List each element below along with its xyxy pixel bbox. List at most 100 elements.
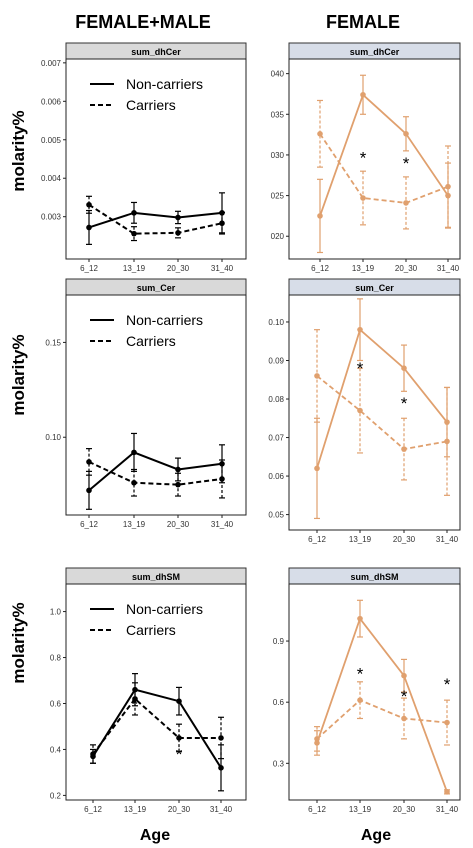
- significance-star-3-1: *: [401, 394, 408, 413]
- xtick-label-3-2: 20_30: [393, 535, 416, 544]
- ytick-label-4-2: 0.6: [50, 699, 62, 708]
- xtick-label-1-3: 31_40: [437, 264, 460, 273]
- xtick-label-0-3: 31_40: [211, 264, 234, 273]
- ytick-label-4-1: 0.4: [50, 745, 62, 754]
- point-3-1-0: [314, 373, 320, 379]
- strip-label-3: sum_Cer: [355, 283, 394, 293]
- xtick-label-1-1: 13_19: [352, 264, 375, 273]
- point-4-1-0: [90, 751, 96, 757]
- ytick-label-0-4: 0.007: [41, 59, 62, 68]
- point-2-0-2: [175, 466, 181, 473]
- ytick-label-5-1: 0.6: [273, 698, 285, 707]
- point-1-0-0: [317, 213, 323, 219]
- panel-1: sum_dhCer 020 025 030 035 040 6_12 13_19 20_30 31…: [271, 42, 461, 273]
- point-1-1-2: [403, 200, 409, 206]
- legend-solid-label-0: Non-carriers: [126, 76, 203, 92]
- point-4-0-3: [218, 765, 224, 771]
- panel-2: sum_Cer 0.10 0.15 6_12 13_19 20_30 31_40 Non-ca…: [45, 278, 247, 529]
- point-5-1-2: [401, 715, 407, 722]
- strip-label-2: sum_Cer: [137, 283, 176, 293]
- point-1-0-1: [360, 91, 366, 98]
- xtick-label-0-1: 13_19: [123, 264, 146, 273]
- xtick-label-2-2: 20_30: [167, 520, 190, 529]
- xtick-label-5-2: 20_30: [393, 805, 416, 814]
- ytick-label-0-0: 0.003: [41, 213, 62, 222]
- xtick-label-1-2: 20_30: [395, 264, 418, 273]
- point-4-1-3: [218, 735, 224, 741]
- xtick-label-5-0: 6_12: [308, 805, 326, 814]
- plot-frame-2: [65, 294, 247, 516]
- ytick-label-1-2: 030: [271, 151, 285, 160]
- header-right: FEMALE: [326, 12, 400, 32]
- point-1-0-2: [403, 130, 409, 137]
- panel-3: sum_Cer 0.05 0.06 0.07 0.08 0.09 0.10 6_12 13_19…: [268, 278, 461, 544]
- point-2-0-3: [219, 460, 225, 467]
- ytick-label-5-2: 0.9: [273, 637, 285, 646]
- point-2-1-2: [175, 481, 181, 488]
- point-0-0-2: [175, 214, 181, 221]
- strip-label-4: sum_dhSM: [132, 572, 180, 582]
- panel-4: sum_dhSM 0.2 0.4 0.6 0.8 1.0 6_12 13_19 20_30 31_…: [50, 567, 247, 814]
- ytick-label-3-5: 0.10: [268, 318, 284, 327]
- ytick-label-4-3: 0.8: [50, 654, 62, 663]
- legend-solid-label-2: Non-carriers: [126, 312, 203, 328]
- panel-5: sum_dhSM 0.3 0.6 0.9 6_12 13_19 20_30 31_40 * * *: [273, 567, 461, 814]
- strip-label-1: sum_dhCer: [350, 47, 400, 57]
- point-5-0-2: [401, 672, 407, 679]
- ytick-label-5-0: 0.3: [273, 759, 285, 768]
- ytick-label-4-0: 0.2: [50, 791, 62, 800]
- point-3-1-3: [444, 438, 450, 445]
- point-0-0-0: [86, 224, 92, 231]
- xlabel-left: Age: [140, 827, 170, 844]
- xtick-label-3-3: 31_40: [436, 535, 459, 544]
- point-5-1-1: [357, 697, 363, 703]
- significance-star-5-0: *: [357, 665, 364, 684]
- point-0-0-1: [131, 210, 137, 216]
- xtick-label-5-1: 13_19: [349, 805, 372, 814]
- significance-star-4-1: *: [176, 745, 183, 764]
- point-1-1-1: [360, 195, 366, 201]
- legend-dashed-label-0: Carriers: [126, 97, 176, 113]
- series-line-0-0: [88, 211, 223, 229]
- point-4-0-2: [176, 698, 182, 704]
- point-3-0-0: [314, 465, 320, 472]
- series-line-2-0: [88, 451, 223, 492]
- xtick-label-2-3: 31_40: [211, 520, 234, 529]
- xtick-label-4-3: 31_40: [210, 805, 233, 814]
- legend-dashed-label-2: Carriers: [126, 333, 176, 349]
- point-0-1-2: [175, 230, 181, 236]
- xtick-label-3-0: 6_12: [308, 535, 326, 544]
- strip-label-0: sum_dhCer: [131, 47, 181, 57]
- series-line-3-0: [316, 328, 448, 469]
- xtick-label-3-1: 13_19: [349, 535, 372, 544]
- point-3-1-1: [357, 407, 363, 414]
- ytick-label-2-1: 0.15: [45, 338, 61, 347]
- xtick-label-4-2: 20_30: [168, 805, 191, 814]
- point-3-1-2: [401, 446, 407, 452]
- point-2-0-0: [86, 487, 92, 494]
- ytick-label-4-4: 1.0: [50, 608, 62, 617]
- ytick-label-3-2: 0.07: [268, 434, 284, 443]
- point-5-1-0: [314, 736, 320, 742]
- xtick-label-2-0: 6_12: [80, 520, 98, 529]
- ytick-label-0-3: 0.006: [41, 97, 62, 106]
- point-2-1-1: [131, 479, 137, 486]
- plot-frame-1: [288, 58, 461, 260]
- xtick-label-5-3: 31_40: [436, 805, 459, 814]
- point-2-1-3: [219, 476, 225, 482]
- point-4-1-1: [132, 696, 138, 702]
- point-1-0-3: [445, 192, 451, 199]
- significance-star-3-0: *: [357, 359, 364, 378]
- series-line-5-0: [316, 616, 448, 793]
- xtick-label-2-1: 13_19: [123, 520, 146, 529]
- ytick-label-1-4: 040: [271, 70, 285, 79]
- ytick-label-1-1: 025: [271, 192, 285, 201]
- legend-solid-label-4: Non-carriers: [126, 601, 203, 617]
- plot-frame-0: [65, 58, 247, 260]
- ytick-label-1-3: 035: [271, 110, 285, 119]
- series-line-1-1: [319, 133, 449, 204]
- point-0-1-0: [86, 201, 92, 208]
- significance-star-1-0: *: [360, 148, 367, 167]
- point-2-0-1: [131, 449, 137, 456]
